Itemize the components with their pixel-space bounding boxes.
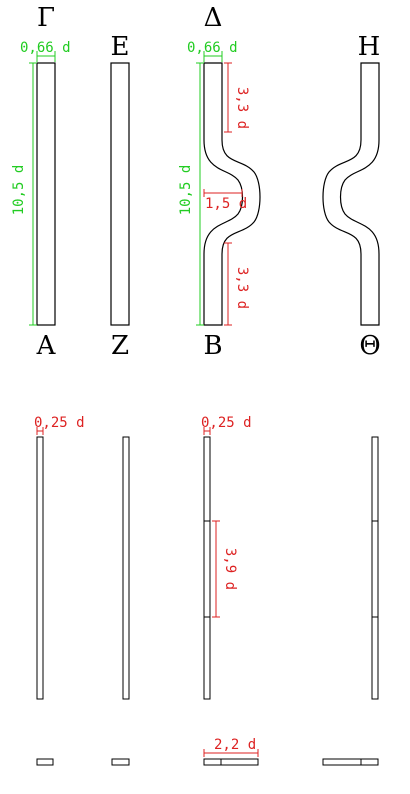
dim-thickness-1: 0,25 d [34, 415, 85, 435]
top-view-2 [111, 758, 130, 766]
dim-thickness-3: 0,25 d [201, 415, 252, 435]
label-epsilon: Ε [111, 32, 130, 62]
bar-gamma-alpha [36, 62, 56, 326]
dim-height-delta-text: 10,5 d [178, 165, 194, 216]
label-delta: Δ [204, 3, 223, 33]
dim-mid-segment: 3,9 d [212, 520, 238, 618]
top-view-3 [203, 758, 259, 766]
top-view-4 [322, 758, 379, 766]
dim-height-gamma: 10,5 d [11, 62, 37, 326]
label-gamma: Γ [37, 3, 55, 33]
label-zeta: Ζ [111, 331, 129, 361]
top-view-1 [36, 758, 54, 766]
dim-mid-segment-text: 3,9 d [222, 548, 238, 590]
side-view-4 [371, 436, 379, 700]
dim-bend-top: 3,3 d [224, 62, 250, 133]
bar-epsilon-zeta [110, 62, 130, 326]
side-view-1 [36, 436, 44, 700]
bar-eta-theta [322, 62, 380, 326]
label-eta: Η [358, 32, 381, 62]
dim-bend-bottom-text: 3,3 d [234, 267, 250, 309]
side-view-3 [203, 436, 211, 700]
dim-width-gamma-text: 0,66 d [20, 40, 71, 56]
dim-width-delta: 0,66 d [187, 40, 238, 62]
dim-height-delta: 10,5 d [178, 62, 204, 326]
dim-width-gamma: 0,66 d [20, 40, 71, 62]
dim-bend-offset: 1,5 d [203, 189, 247, 212]
dim-height-gamma-text: 10,5 d [11, 165, 27, 216]
dim-bend-bottom: 3,3 d [224, 242, 250, 326]
bar-delta-beta [203, 62, 261, 326]
label-beta: Β [203, 331, 222, 361]
dim-bend-top-text: 3,3 d [234, 87, 250, 129]
label-alpha: Α [36, 331, 57, 361]
dim-thickness-3-text: 0,25 d [201, 415, 252, 431]
dim-width-delta-text: 0,66 d [187, 40, 238, 56]
dim-base-width-text: 2,2 d [214, 737, 256, 753]
label-theta: Θ [359, 331, 380, 361]
dim-bend-offset-text: 1,5 d [205, 196, 247, 212]
dim-thickness-1-text: 0,25 d [34, 415, 85, 431]
side-view-2 [122, 436, 130, 700]
dim-base-width: 2,2 d [203, 737, 259, 757]
